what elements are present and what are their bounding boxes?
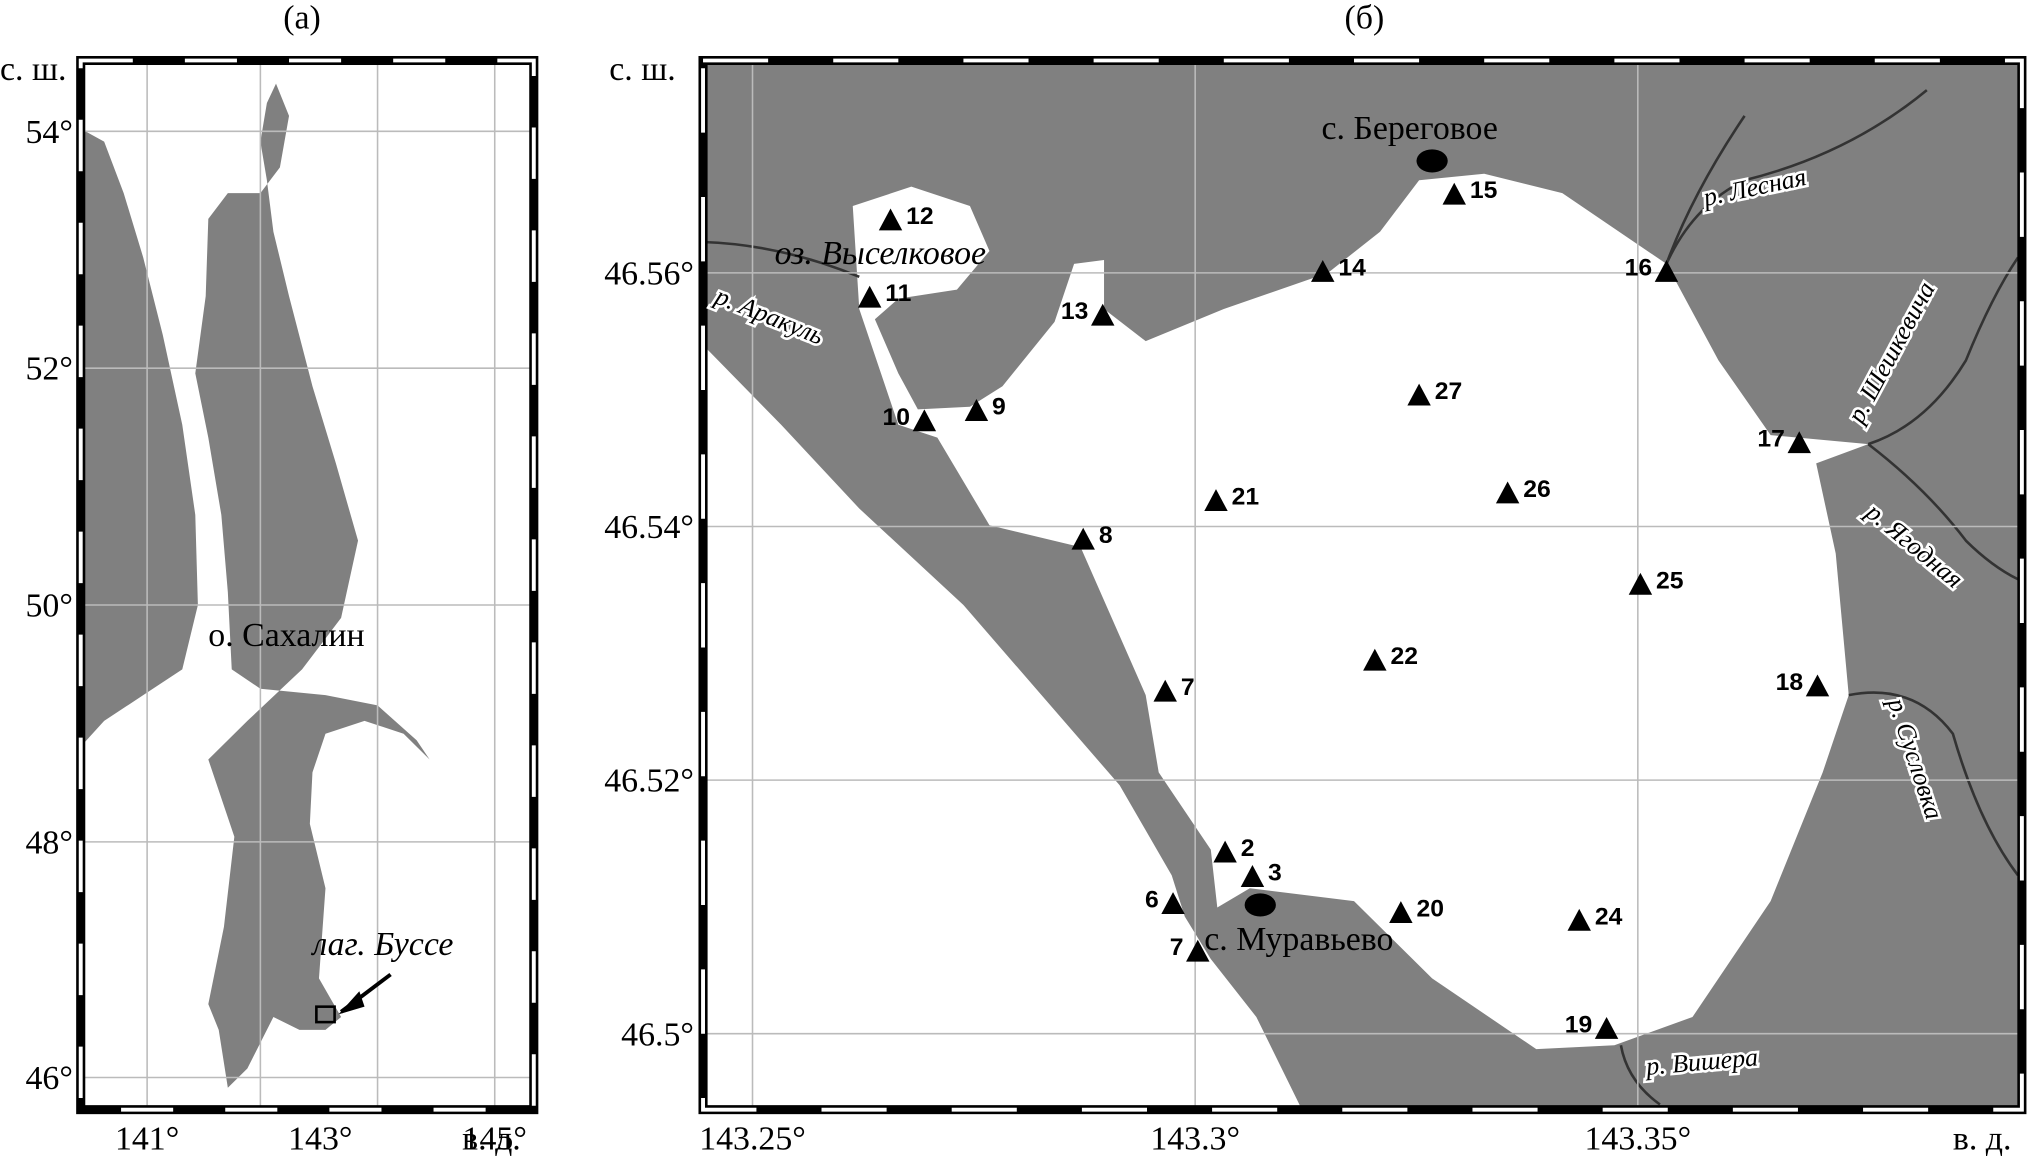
- lat-tick-label: 54°: [26, 114, 73, 151]
- station-label: 10: [883, 404, 910, 431]
- lat-tick-label: 46.5°: [621, 1016, 694, 1053]
- village-marker: [1244, 893, 1276, 917]
- station-marker: [857, 285, 882, 308]
- station-marker: [1204, 489, 1228, 512]
- lon-tick-label: 143°: [288, 1121, 352, 1158]
- lat-tick-label: 46.52°: [604, 763, 694, 800]
- grid: [80, 60, 534, 1110]
- station-marker: [1495, 481, 1520, 504]
- station-label: 16: [1625, 255, 1652, 282]
- station-marker: [1153, 679, 1177, 702]
- station-marker: [1407, 383, 1431, 406]
- station-marker: [1161, 892, 1185, 914]
- lake-label: оз. Выселковое: [775, 235, 986, 272]
- lat-unit: с. ш.: [609, 51, 675, 88]
- station-label: 25: [1656, 567, 1683, 594]
- station-marker: [1567, 908, 1591, 931]
- lat-unit: с. ш.: [0, 51, 66, 88]
- lon-tick-label: 143.35°: [1585, 1121, 1692, 1158]
- station-label: 7: [1181, 674, 1195, 701]
- village-label: с. Береговое: [1321, 110, 1497, 147]
- station-marker: [1240, 865, 1265, 887]
- lat-tick-label: 50°: [26, 588, 73, 625]
- lat-tick-label: 52°: [26, 351, 73, 388]
- lon-tick-label: 143.3°: [1150, 1121, 1240, 1158]
- station-marker: [1311, 260, 1335, 282]
- station-label: 7: [1170, 934, 1184, 961]
- lon-unit: в. д.: [462, 1121, 521, 1158]
- grid: [703, 60, 2022, 1110]
- station-marker: [1213, 840, 1237, 863]
- panel-label: (б): [1345, 0, 1385, 36]
- lat-tick-label: 48°: [26, 825, 73, 862]
- lon-unit: в. д.: [1953, 1121, 2012, 1158]
- station-label: 2: [1241, 835, 1255, 862]
- panel-a: (а) с. ш. в. д. о. Сахалин лаг. Буссе: [0, 0, 539, 1158]
- station-label: 17: [1757, 426, 1784, 453]
- station-marker: [1071, 527, 1095, 550]
- lon-tick-label: 143.25°: [699, 1121, 806, 1158]
- village-marker: [1416, 149, 1448, 173]
- station-label: 26: [1523, 476, 1550, 503]
- lat-tick-label: 46°: [26, 1060, 73, 1097]
- station-label: 13: [1061, 298, 1088, 325]
- village-label: с. Муравьево: [1204, 921, 1393, 958]
- station-marker: [878, 208, 903, 231]
- station-label: 15: [1470, 177, 1497, 204]
- station-marker: [912, 409, 937, 432]
- station-label: 12: [906, 203, 933, 230]
- sakhalin: [195, 83, 430, 1088]
- station-marker: [1628, 572, 1653, 595]
- lagoon-box: [315, 1005, 336, 1024]
- station-marker: [1091, 303, 1115, 326]
- station-marker: [1363, 648, 1387, 671]
- station-label: 19: [1565, 1012, 1592, 1039]
- lat-tick-label: 46.56°: [604, 256, 694, 293]
- lon-tick-label: 141°: [115, 1121, 179, 1158]
- station-label: 14: [1338, 255, 1366, 282]
- station-label: 24: [1595, 903, 1623, 930]
- station-marker: [1805, 674, 1830, 697]
- station-label: 6: [1145, 887, 1159, 914]
- lon-tick-label: 145°: [463, 1121, 527, 1158]
- mainland: [80, 128, 198, 747]
- panel-label: (а): [283, 0, 321, 36]
- station-label: 18: [1776, 669, 1803, 696]
- lat-tick-label: 46.54°: [604, 509, 694, 546]
- frame-dash: [78, 58, 536, 1112]
- lagoon-label: лаг. Буссе: [310, 926, 453, 963]
- sea: [703, 344, 1302, 1110]
- station-marker: [1442, 182, 1466, 205]
- station-marker: [1787, 431, 1811, 454]
- station-label: 9: [992, 394, 1006, 421]
- station-label: 3: [1268, 860, 1282, 887]
- lagoon: [852, 173, 1869, 1050]
- frame-dash: [701, 58, 2024, 1112]
- station-label: 20: [1416, 896, 1443, 923]
- station-label: 8: [1099, 522, 1113, 549]
- island-label: о. Сахалин: [208, 617, 364, 654]
- arrow-head: [338, 991, 365, 1015]
- station-label: 11: [885, 280, 911, 307]
- panel-b: (б) с. ш. в. д. с. Береговое с. Муравьев…: [609, 0, 2027, 1158]
- station-marker: [1594, 1016, 1619, 1039]
- station-label: 27: [1435, 378, 1462, 405]
- station-marker: [1389, 901, 1413, 923]
- rivers: [702, 89, 2020, 1106]
- station-marker: [1654, 260, 1679, 282]
- station-marker: [964, 399, 989, 421]
- station-label: 21: [1232, 484, 1259, 511]
- station-label: 22: [1390, 643, 1417, 670]
- station-marker: [1186, 939, 1210, 962]
